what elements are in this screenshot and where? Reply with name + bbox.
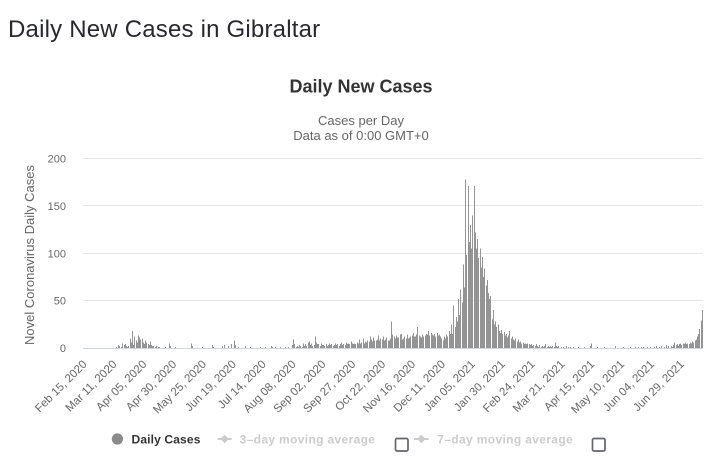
svg-text:Cases per Day: Cases per Day <box>318 113 404 128</box>
svg-text:Novel Coronavirus Daily Cases: Novel Coronavirus Daily Cases <box>22 165 37 345</box>
svg-text:Data as of 0:00 GMT+0: Data as of 0:00 GMT+0 <box>293 128 428 143</box>
svg-text:3–day moving average: 3–day moving average <box>240 432 376 446</box>
svg-text:Aug 08, 2020: Aug 08, 2020 <box>242 359 299 416</box>
svg-text:Feb 15, 2020: Feb 15, 2020 <box>33 359 89 415</box>
svg-text:Sep 27, 2020: Sep 27, 2020 <box>302 359 359 416</box>
svg-text:0: 0 <box>60 343 66 355</box>
svg-text:100: 100 <box>48 248 66 260</box>
svg-text:7–day moving average: 7–day moving average <box>437 432 573 446</box>
svg-text:Sep 02, 2020: Sep 02, 2020 <box>272 359 329 416</box>
svg-text:50: 50 <box>54 296 66 308</box>
svg-text:200: 200 <box>48 154 66 166</box>
svg-text:Daily Cases: Daily Cases <box>132 432 201 446</box>
svg-text:Daily New Cases: Daily New Cases <box>289 77 432 97</box>
svg-text:Nov 16, 2020: Nov 16, 2020 <box>361 359 418 416</box>
svg-text:150: 150 <box>48 201 66 213</box>
